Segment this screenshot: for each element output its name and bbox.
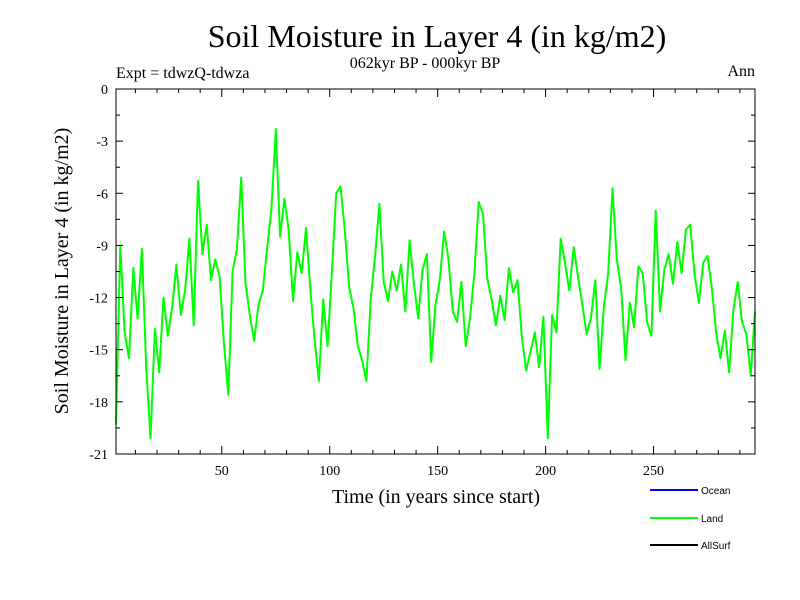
series-layer: [115, 128, 756, 440]
expt-label: Expt = tdwzQ-tdwza: [116, 65, 249, 82]
x-tick-label: 100: [319, 464, 340, 479]
x-tick-label: 50: [215, 464, 229, 479]
x-tick-label: 250: [643, 464, 664, 479]
plot-frame: [115, 88, 756, 455]
y-tick-label: -6: [96, 187, 108, 202]
x-tick-label: 150: [427, 464, 448, 479]
season-label: Ann: [727, 63, 755, 80]
chart-title: Soil Moisture in Layer 4 (in kg/m2): [208, 18, 667, 54]
series-line-land: [115, 128, 756, 440]
y-tick-label: -15: [89, 344, 108, 359]
legend-label-land: Land: [701, 514, 723, 525]
chart-subtitle: 062kyr BP - 000kyr BP: [350, 55, 501, 72]
y-tick-label: 0: [101, 83, 108, 98]
legend: Ocean Land AllSurf: [650, 486, 731, 552]
y-tick-label: -3: [96, 135, 108, 150]
legend-label-allsurf: AllSurf: [701, 541, 731, 552]
x-tick-label: 200: [535, 464, 556, 479]
x-axis-label: Time (in years since start): [332, 486, 540, 508]
legend-label-ocean: Ocean: [701, 486, 730, 497]
y-tick-label: -9: [96, 239, 108, 254]
y-axis-label: Soil Moisture in Layer 4 (in kg/m2): [51, 128, 73, 415]
y-tick-label: -21: [89, 448, 108, 463]
y-tick-label: -18: [89, 396, 108, 411]
y-tick-label: -12: [89, 292, 108, 307]
